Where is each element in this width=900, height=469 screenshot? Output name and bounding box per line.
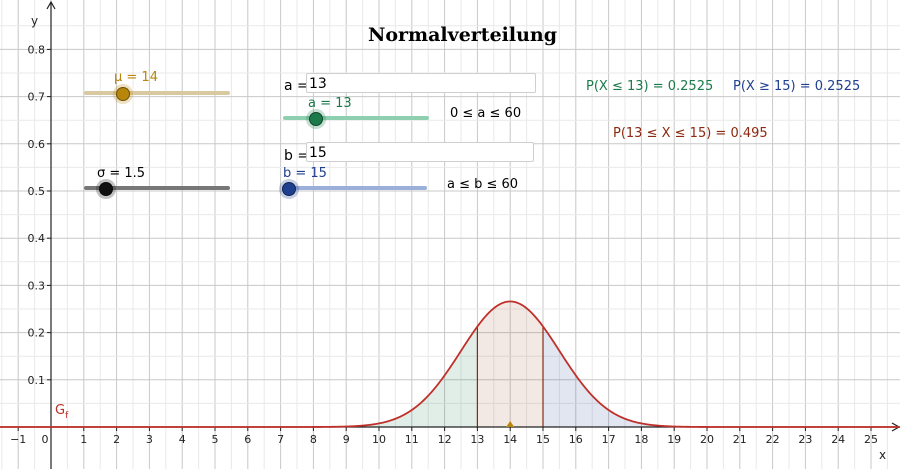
x-tick-label: 24 [831,433,845,446]
y-tick-label: 0.8 [28,43,46,56]
x-tick-label: 4 [179,433,186,446]
x-tick-label: 19 [667,433,681,446]
x-tick-label: 10 [372,433,386,446]
y-tick-label: 0.4 [28,232,46,245]
x-tick-label: 5 [212,433,219,446]
x-tick-label: 18 [634,433,648,446]
y-tick-label: 0.6 [28,138,46,151]
mu-slider-knob[interactable] [113,84,133,104]
page-title: Normalverteilung [367,24,558,46]
a-input-field[interactable]: 13 [306,73,536,93]
shaded-region-1 [477,301,543,427]
x-tick-label: 23 [798,433,812,446]
x-tick-label: 25 [864,433,878,446]
x-tick-label: 17 [602,433,616,446]
x-tick-label: 12 [438,433,452,446]
y-tick-label: 0.2 [28,327,46,340]
probability-left-text: P(X ≤ 13) = 0.2525 [586,79,714,94]
mu-marker [506,421,515,427]
x-tick-label: 22 [766,433,780,446]
mu-slider-label: μ = 14 [114,70,158,85]
x-tick-label: 16 [569,433,583,446]
x-tick-label: 20 [700,433,714,446]
sigma-slider-track[interactable] [84,186,230,190]
x-tick-label: 1 [80,433,87,446]
b-slider-range: a ≤ b ≤ 60 [447,177,519,192]
x-tick-label: 2 [113,433,120,446]
probability-middle-text: P(13 ≤ X ≤ 15) = 0.495 [613,126,768,141]
b-input-field[interactable]: 15 [306,142,534,162]
x-tick-label: 0 [42,433,49,446]
y-axis-label: y [31,14,38,28]
a-input-label: a = [284,78,309,94]
x-tick-label: 7 [277,433,284,446]
x-tick-label: 11 [405,433,419,446]
a-slider-range: 0 ≤ a ≤ 60 [450,106,522,121]
x-axis-label: x [879,448,886,462]
x-tick-label: 3 [146,433,153,446]
mu-slider-track[interactable] [84,91,230,95]
y-axis-arrow [46,0,56,10]
x-tick-label: 21 [733,433,747,446]
x-tick-label: 15 [536,433,550,446]
a-slider-track[interactable] [283,116,429,120]
x-tick-label: 6 [244,433,251,446]
b-slider-label: b = 15 [283,166,327,181]
b-slider-knob[interactable] [279,179,299,199]
x-tick-label: −1 [10,433,26,446]
sigma-slider-label: σ = 1.5 [97,166,146,181]
y-tick-label: 0.5 [28,185,46,198]
x-tick-label: 14 [503,433,517,446]
b-slider-track[interactable] [283,186,427,190]
a-slider-knob[interactable] [306,109,326,129]
probability-right-text: P(X ≥ 15) = 0.2525 [733,79,861,94]
shaded-region-2 [543,326,691,427]
y-tick-label: 0.3 [28,279,46,292]
y-tick-label: 0.7 [28,91,46,104]
x-tick-label: 8 [310,433,317,446]
normal-curve-series [0,300,900,428]
graph-label: Gf [55,403,69,421]
x-tick-label: 9 [343,433,350,446]
shaded-region-0 [329,326,478,427]
b-input-label: b = [284,148,310,164]
x-tick-label: 13 [470,433,484,446]
sigma-slider-knob[interactable] [96,179,116,199]
a-slider-label: a = 13 [308,96,352,111]
y-tick-label: 0.1 [28,374,46,387]
